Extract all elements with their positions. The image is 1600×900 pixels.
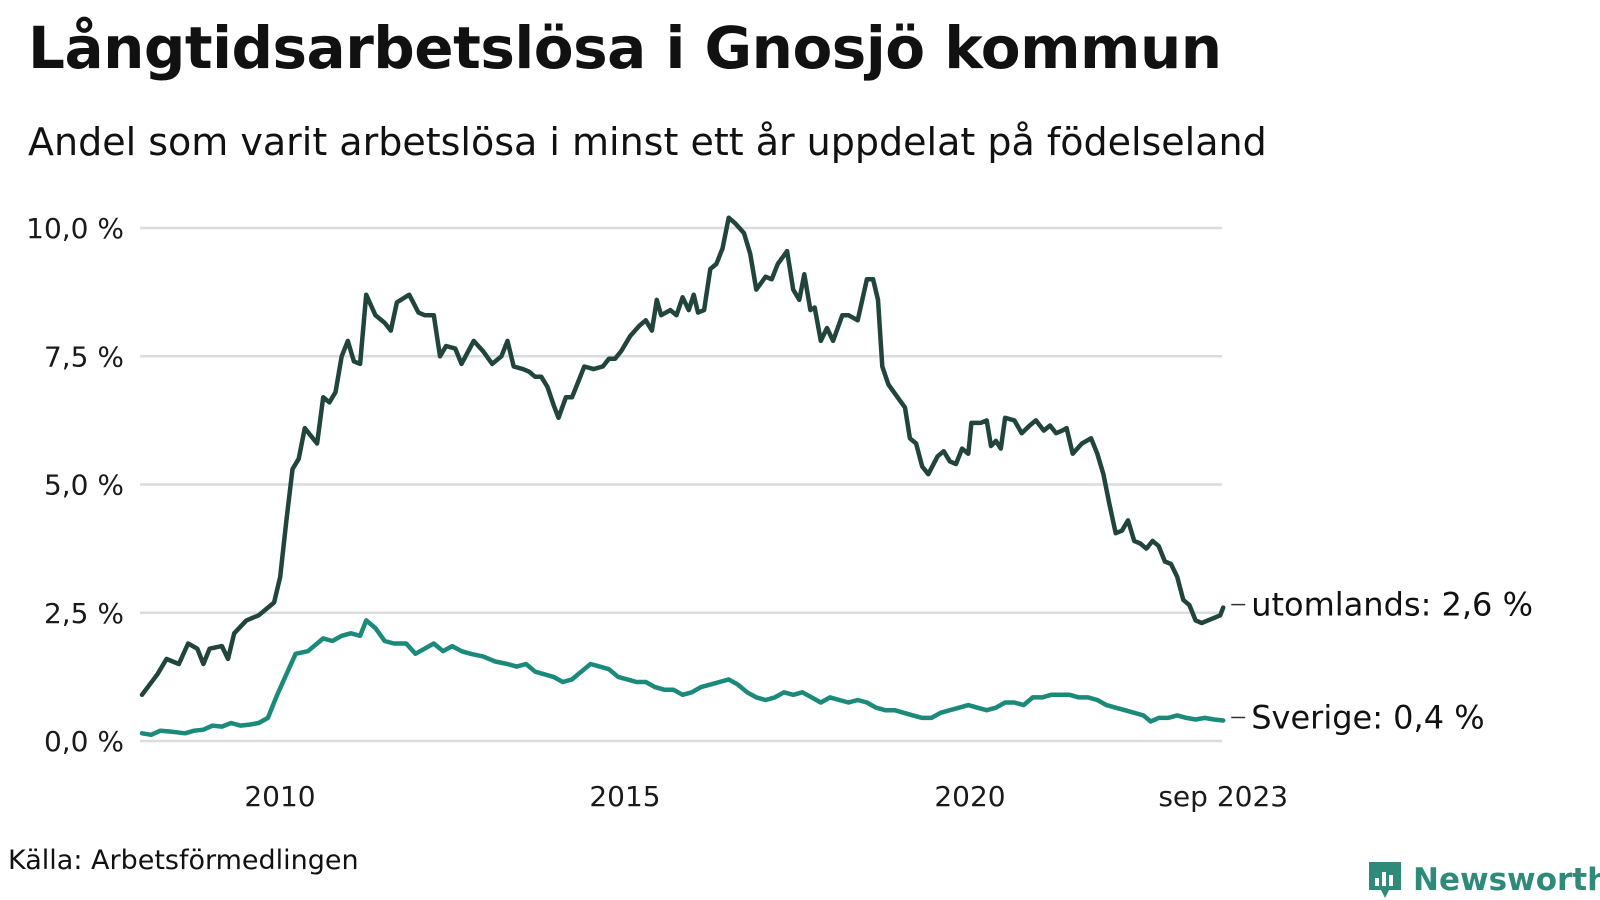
y-tick-label: 7,5 % <box>44 340 124 373</box>
x-tick-label: 2010 <box>244 780 315 813</box>
x-tick-label: sep 2023 <box>1158 780 1288 813</box>
y-tick-label: 0,0 % <box>44 725 124 758</box>
brand-name: Newsworthy <box>1413 862 1600 898</box>
end-label-sverige: Sverige: 0,4 % <box>1251 698 1484 736</box>
end-labels: utomlands: 2,6 % Sverige: 0,4 % <box>1231 586 1533 736</box>
gridlines <box>140 226 1222 743</box>
series-line-sverige <box>139 618 1226 738</box>
y-axis-ticks: 0,0 % 2,5 % 5,0 % 7,5 % 10,0 % <box>26 212 124 758</box>
chart-subtitle: Andel som varit arbetslösa i minst ett å… <box>28 120 1267 164</box>
x-axis-ticks: 2010 2015 2020 sep 2023 <box>244 780 1288 813</box>
source-note: Källa: Arbetsförmedlingen <box>8 845 359 876</box>
series-line-utomlands <box>139 215 1226 698</box>
y-tick-label: 10,0 % <box>26 212 124 245</box>
x-tick-label: 2020 <box>934 780 1005 813</box>
y-tick-label: 2,5 % <box>44 597 124 630</box>
chart-title: Långtidsarbetslösa i Gnosjö kommun <box>28 14 1222 82</box>
end-label-utomlands: utomlands: 2,6 % <box>1251 586 1533 624</box>
y-tick-label: 5,0 % <box>44 469 124 502</box>
newsworthy-logo-icon <box>1369 862 1401 898</box>
series-lines <box>139 215 1226 738</box>
brand-logo: Newsworthy <box>1367 860 1600 900</box>
x-tick-label: 2015 <box>589 780 660 813</box>
